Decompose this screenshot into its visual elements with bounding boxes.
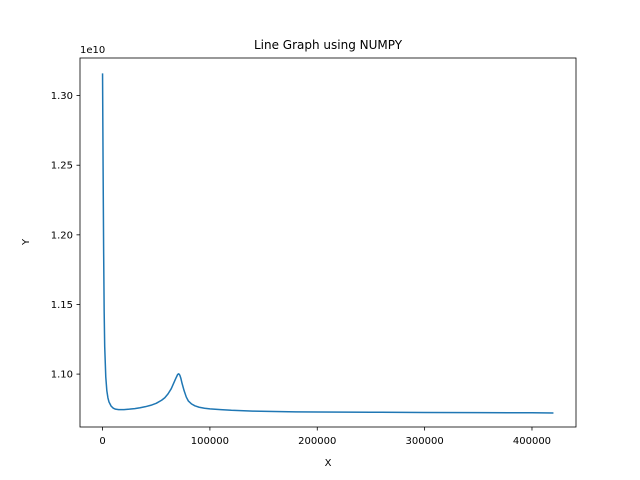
- y-tick-label: 1.25: [51, 161, 73, 172]
- x-tick-label: 400000: [513, 436, 551, 447]
- chart-title: Line Graph using NUMPY: [254, 38, 403, 52]
- x-tick-label: 100000: [191, 436, 229, 447]
- y-offset-label: 1e10: [80, 45, 105, 56]
- plot-frame: [79, 57, 577, 428]
- series-line: [101, 73, 554, 414]
- y-tick-label: 1.30: [51, 91, 73, 102]
- y-axis-ticks: 1.10 1.15 1.20 1.25 1.30: [51, 91, 80, 381]
- x-tick-label: 200000: [298, 436, 336, 447]
- y-tick-label: 1.15: [51, 300, 73, 311]
- y-tick-label: 1.10: [51, 370, 73, 381]
- y-tick-label: 1.20: [51, 230, 73, 241]
- x-tick-label: 0: [99, 436, 105, 447]
- x-axis-label: X: [325, 458, 332, 469]
- series-layer: [101, 73, 554, 414]
- x-axis-ticks: 0 100000 200000 300000 400000: [99, 427, 551, 447]
- y-axis-label: Y: [21, 238, 32, 246]
- x-tick-label: 300000: [406, 436, 444, 447]
